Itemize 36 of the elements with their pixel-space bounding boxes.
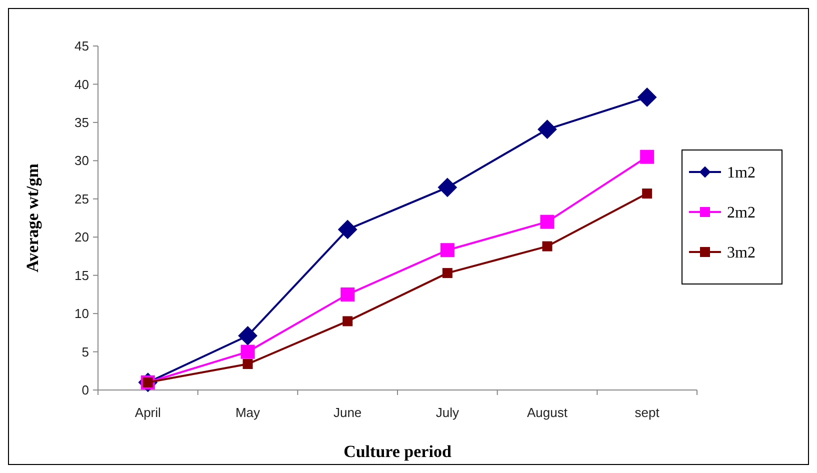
- point: [642, 188, 652, 199]
- x-tick-label: July: [436, 405, 460, 420]
- point: [538, 120, 557, 139]
- point: [638, 88, 657, 107]
- y-tick-label: 30: [74, 153, 89, 168]
- point: [440, 243, 454, 258]
- legend-label: 2m2: [727, 204, 756, 222]
- point: [542, 241, 552, 252]
- y-tick-label: 25: [74, 191, 89, 206]
- point: [338, 220, 358, 239]
- point: [240, 344, 255, 359]
- y-tick-label: 0: [82, 382, 89, 398]
- point: [540, 214, 554, 229]
- y-axis-title: Average wt/gm: [23, 164, 42, 272]
- legend-label: 3m2: [727, 244, 756, 262]
- y-tick-label: 45: [74, 38, 89, 54]
- y-tick-label: 5: [82, 344, 89, 360]
- legend-label: 1m2: [727, 164, 756, 182]
- x-tick-label: sept: [634, 405, 660, 420]
- point: [438, 178, 457, 197]
- point: [242, 359, 253, 370]
- point: [442, 268, 452, 278]
- point: [238, 326, 258, 346]
- y-tick-label: 35: [74, 114, 89, 130]
- x-tick-label: April: [134, 405, 162, 420]
- point: [640, 150, 654, 164]
- x-tick-label: May: [235, 405, 261, 420]
- point: [340, 287, 355, 302]
- x-axis-title: Culture period: [344, 442, 452, 461]
- y-tick-label: 20: [74, 230, 89, 245]
- x-tick-label: August: [527, 405, 568, 420]
- y-tick-label: 10: [74, 306, 89, 322]
- y-tick-label: 40: [74, 76, 89, 92]
- point: [342, 316, 353, 326]
- x-tick-label: June: [333, 405, 362, 420]
- y-tick-label: 15: [74, 268, 89, 283]
